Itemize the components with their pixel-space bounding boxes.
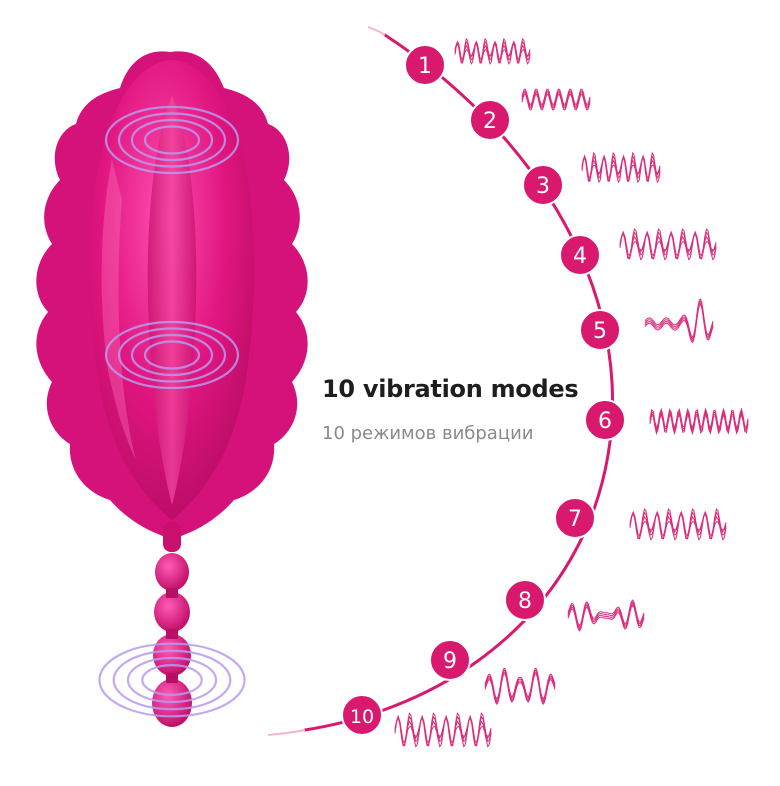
modes-arc-line xyxy=(303,33,614,732)
mode-item-1: 1 xyxy=(404,37,531,86)
mode-badge xyxy=(522,164,564,206)
product-center-ridge xyxy=(147,95,197,505)
product-illustration xyxy=(36,51,308,727)
page-title: 10 vibration modes xyxy=(322,375,579,403)
ripple-ring xyxy=(143,125,201,155)
ripple-ring xyxy=(130,333,214,377)
layered-wave-waveform-icon xyxy=(629,508,727,541)
rolling-wave-waveform-icon xyxy=(567,599,645,632)
mode-badge xyxy=(554,497,596,539)
ripple-ring xyxy=(130,118,214,162)
ripple-ring xyxy=(126,656,218,704)
mode-item-8: 8 xyxy=(504,579,645,632)
mode-badge xyxy=(584,399,626,441)
ripple-ring xyxy=(117,327,227,383)
continuous-dense-waveform-icon xyxy=(649,407,749,436)
mode-number: 7 xyxy=(568,507,582,532)
mode-item-5: 5 xyxy=(579,298,714,351)
mode-badge xyxy=(341,694,383,736)
mode-item-9: 9 xyxy=(429,639,556,705)
steady-wave-waveform-icon xyxy=(521,88,591,111)
mode-badge xyxy=(404,44,446,86)
ripple-ring xyxy=(117,112,227,168)
mode-number: 10 xyxy=(350,706,374,728)
mode-badge xyxy=(469,99,511,141)
mode-number: 4 xyxy=(573,244,587,269)
burst-wave-waveform-icon xyxy=(454,37,531,65)
mode-item-3: 3 xyxy=(522,151,661,206)
zigzag-burst-waveform-icon xyxy=(484,667,556,705)
mode-badge xyxy=(429,639,471,681)
product-bead xyxy=(153,634,191,676)
mode-number: 6 xyxy=(598,409,612,434)
mode-badge xyxy=(504,579,546,621)
ripple-ring xyxy=(104,105,240,175)
mode-item-2: 2 xyxy=(469,88,591,141)
product-bead xyxy=(154,592,190,632)
mode-number: 8 xyxy=(518,589,532,614)
mode-number: 2 xyxy=(483,109,497,134)
mode-item-10: 10 xyxy=(341,694,492,748)
ripple-ring xyxy=(98,642,246,718)
mode-number: 1 xyxy=(418,54,432,79)
mode-badge xyxy=(579,309,621,351)
ripple-ring xyxy=(112,649,232,711)
page-subtitle: 10 режимов вибрации xyxy=(322,423,534,444)
mode-number: 9 xyxy=(443,649,457,674)
ripple-ring xyxy=(141,664,203,696)
ripple-ring xyxy=(104,320,240,390)
product-neck xyxy=(163,522,181,552)
product-highlight xyxy=(101,160,136,460)
modes-arc-fade-bottom xyxy=(267,729,306,736)
single-swell-waveform-icon xyxy=(644,298,714,344)
mode-number: 5 xyxy=(593,319,607,344)
mode-list: 1 2 3 4 5 6 7 8 9 10 xyxy=(341,37,749,748)
mode-item-4: 4 xyxy=(559,228,717,276)
mode-item-6: 6 xyxy=(584,399,749,441)
mode-badge xyxy=(559,234,601,276)
vibration-ripple-icons xyxy=(98,105,246,718)
mixed-pulse-waveform-icon xyxy=(394,712,492,748)
mode-item-7: 7 xyxy=(554,497,727,541)
rising-pulse-waveform-icon xyxy=(619,228,717,261)
ripple-ring xyxy=(143,340,201,370)
mode-number: 3 xyxy=(536,174,550,199)
modes-arc-fade-top xyxy=(367,26,386,36)
product-bead xyxy=(155,553,189,591)
dense-burst-waveform-icon xyxy=(581,151,661,184)
